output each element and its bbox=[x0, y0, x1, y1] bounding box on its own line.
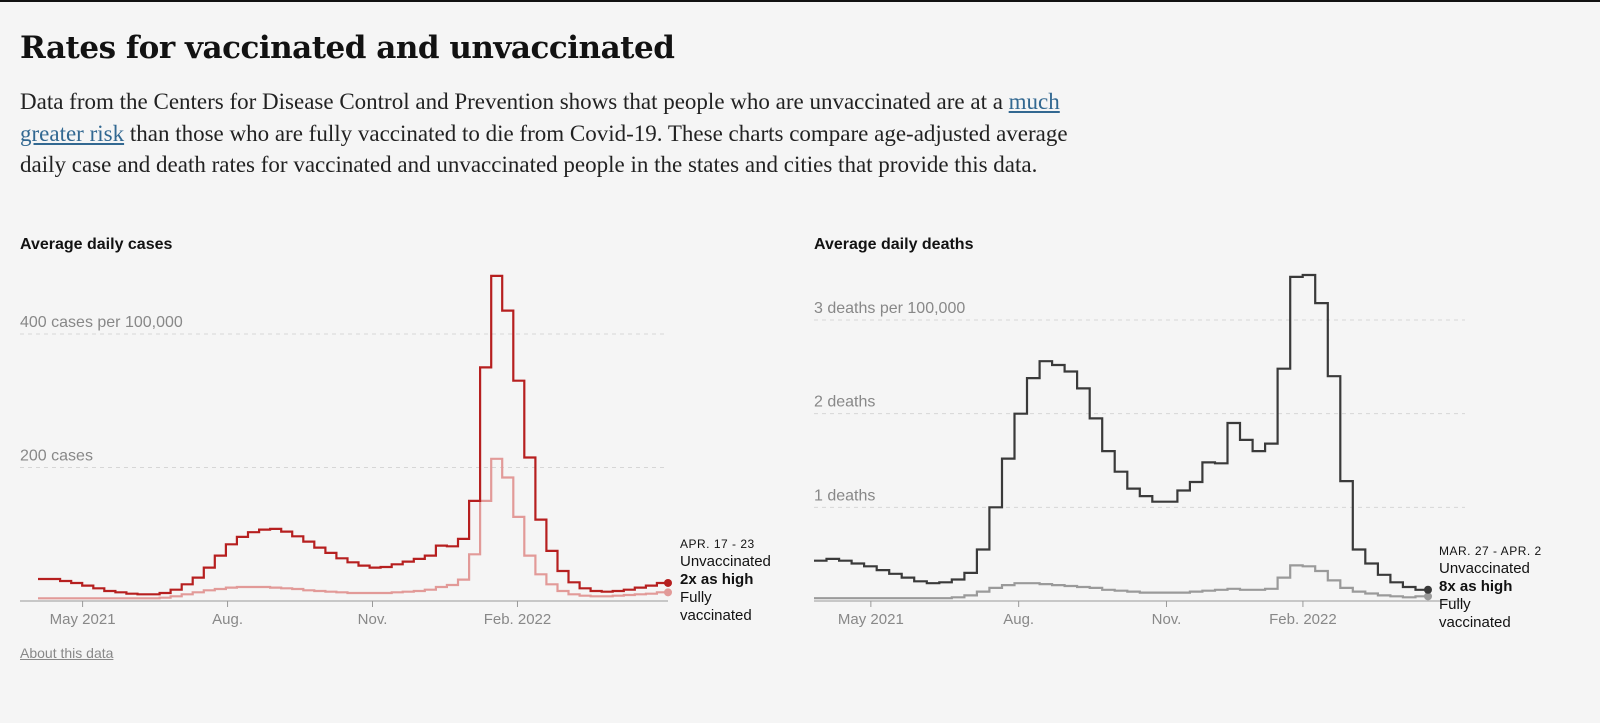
unvaccinated-end-point bbox=[1424, 585, 1432, 594]
y-tick-label: 1 deaths bbox=[814, 487, 875, 504]
x-tick-label: Aug. bbox=[212, 611, 243, 628]
annotation-ratio: 2x as high bbox=[680, 571, 753, 588]
y-tick-label: 2 deaths bbox=[814, 394, 875, 411]
annotation-vaccinated-label: vaccinated bbox=[1439, 614, 1511, 631]
y-tick-label: 3 deaths per 100,000 bbox=[814, 300, 965, 317]
vaccinated-end-point bbox=[1424, 592, 1432, 601]
x-tick-label: Nov. bbox=[1152, 611, 1182, 628]
unvaccinated-series-line bbox=[38, 274, 668, 596]
annotation-ratio: 8x as high bbox=[1439, 578, 1512, 595]
annotation-unvaccinated-label: Unvaccinated bbox=[680, 553, 771, 570]
y-tick-label: 200 cases bbox=[20, 448, 93, 465]
cases-chart: 200 cases 400 cases per 100,000 May 2021 Au… bbox=[20, 274, 771, 628]
unvaccinated-series-line bbox=[814, 273, 1428, 591]
intro-text-before: Data from the Centers for Disease Contro… bbox=[20, 89, 1009, 114]
deaths-chart: 1 deaths 2 deaths 3 deaths per 100,000 May … bbox=[814, 273, 1542, 631]
annotation-unvaccinated-label: Unvaccinated bbox=[1439, 560, 1530, 577]
x-tick-label: Nov. bbox=[358, 611, 388, 628]
annotation-vaccinated-label: vaccinated bbox=[680, 607, 752, 624]
x-tick-label: Feb. 2022 bbox=[1269, 611, 1337, 628]
much-greater-risk-link[interactable]: much greater risk bbox=[20, 89, 1060, 146]
annotation-date: APR. 17 - 23 bbox=[680, 537, 755, 551]
intro-text-after: than those who are fully vaccinated to d… bbox=[20, 120, 1068, 178]
page-title: Rates for vaccinated and unvaccinated bbox=[20, 30, 675, 66]
x-tick-label: Aug. bbox=[1003, 611, 1034, 628]
vaccinated-series-line bbox=[814, 564, 1428, 600]
vaccinated-series-line bbox=[38, 457, 668, 600]
top-rule bbox=[0, 0, 1600, 2]
x-tick-label: May 2021 bbox=[838, 611, 904, 628]
intro-paragraph: Data from the Centers for Disease Contro… bbox=[20, 86, 1080, 181]
deaths-chart-title: Average daily deaths bbox=[814, 236, 974, 253]
about-this-data-link[interactable]: About this data bbox=[20, 645, 114, 661]
cases-chart-title: Average daily cases bbox=[20, 236, 173, 253]
annotation-date: MAR. 27 - APR. 2 bbox=[1439, 544, 1542, 558]
unvaccinated-end-point bbox=[664, 578, 672, 587]
annotation-fully-label: Fully bbox=[680, 589, 712, 606]
x-tick-label: May 2021 bbox=[50, 611, 116, 628]
vaccinated-end-point bbox=[664, 588, 672, 597]
y-tick-label: 400 cases per 100,000 bbox=[20, 314, 183, 331]
annotation-fully-label: Fully bbox=[1439, 596, 1471, 613]
x-tick-label: Feb. 2022 bbox=[484, 611, 552, 628]
